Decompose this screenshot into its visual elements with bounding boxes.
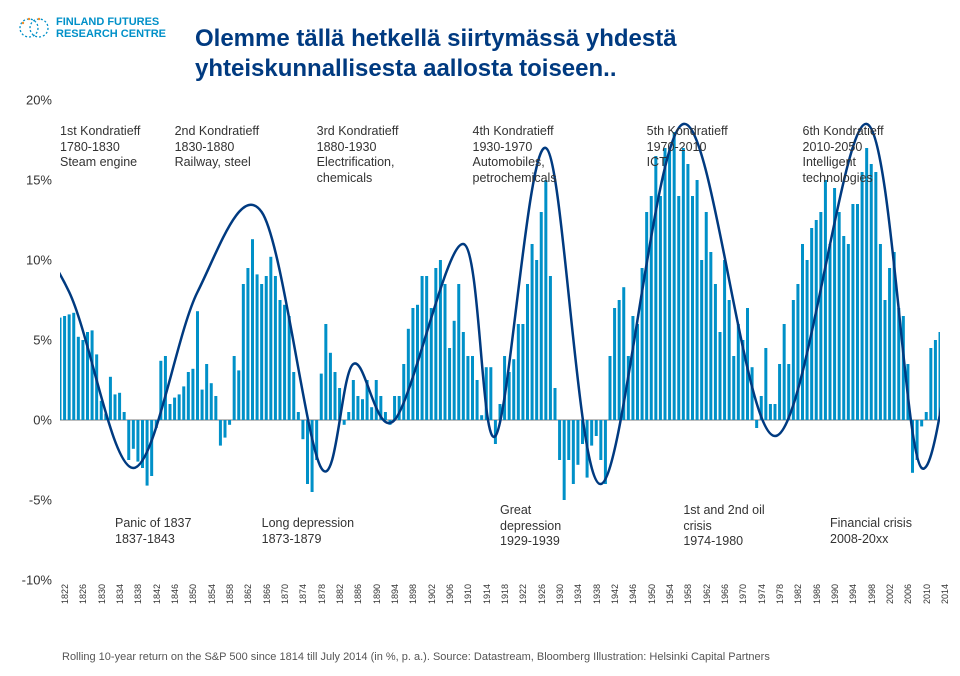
y-tick: -5%	[12, 493, 52, 508]
y-tick: 20%	[12, 93, 52, 108]
logo-mark	[18, 12, 50, 44]
x-tick: 1842	[152, 584, 162, 604]
logo-text: FINLAND FUTURES RESEARCH CENTRE	[56, 16, 166, 40]
x-tick: 1974	[757, 584, 767, 604]
x-tick: 1966	[720, 584, 730, 604]
x-tick: 1878	[317, 584, 327, 604]
source-caption: Rolling 10-year return on the S&P 500 si…	[62, 650, 912, 664]
x-tick: 1890	[372, 584, 382, 604]
x-tick: 1954	[665, 584, 675, 604]
x-tick: 1830	[97, 584, 107, 604]
wave-label: 4th Kondratieff1930-1970Automobiles,petr…	[473, 124, 557, 187]
wave-label: 2nd Kondratieff1830-1880Railway, steel	[175, 124, 260, 171]
x-tick: 1902	[427, 584, 437, 604]
x-tick: 1874	[298, 584, 308, 604]
x-tick: 1834	[115, 584, 125, 604]
x-tick: 1958	[683, 584, 693, 604]
x-tick: 1822	[60, 584, 70, 604]
x-tick: 1934	[573, 584, 583, 604]
page-title: Olemme tällä hetkellä siirtymässä yhdest…	[195, 24, 895, 84]
x-tick: 1946	[628, 584, 638, 604]
x-tick: 1962	[702, 584, 712, 604]
x-tick: 1914	[482, 584, 492, 604]
x-tick: 1898	[408, 584, 418, 604]
x-tick: 1886	[353, 584, 363, 604]
x-tick: 1918	[500, 584, 510, 604]
x-tick: 1970	[738, 584, 748, 604]
x-tick: 1906	[445, 584, 455, 604]
x-tick: 1862	[243, 584, 253, 604]
x-tick: 1938	[592, 584, 602, 604]
x-tick: 1846	[170, 584, 180, 604]
x-tick: 1858	[225, 584, 235, 604]
y-tick: 15%	[12, 173, 52, 188]
wave-label: 3rd Kondratieff1880-1930Electrification,…	[317, 124, 399, 187]
crisis-label: 1st and 2nd oilcrisis1974-1980	[683, 503, 764, 550]
x-tick: 1850	[188, 584, 198, 604]
x-tick: 1978	[775, 584, 785, 604]
y-tick: 10%	[12, 253, 52, 268]
wave-label: 1st Kondratieff1780-1830Steam engine	[60, 124, 140, 171]
wave-label: 5th Kondratieff1970-2010ICT	[647, 124, 728, 171]
x-tick: 2014	[940, 584, 950, 604]
y-tick: -10%	[12, 573, 52, 588]
x-tick: 1950	[647, 584, 657, 604]
x-tick: 1910	[463, 584, 473, 604]
x-tick: 2006	[903, 584, 913, 604]
x-tick: 1894	[390, 584, 400, 604]
kondratieff-chart: -10%-5%0%5%10%15%20%18221826183018341838…	[60, 100, 940, 580]
y-tick: 5%	[12, 333, 52, 348]
x-tick: 1870	[280, 584, 290, 604]
x-tick: 1866	[262, 584, 272, 604]
x-tick: 1998	[867, 584, 877, 604]
logo: FINLAND FUTURES RESEARCH CENTRE	[18, 12, 166, 44]
x-tick: 1942	[610, 584, 620, 604]
crisis-label: Long depression1873-1879	[262, 516, 354, 547]
x-tick: 1994	[848, 584, 858, 604]
x-tick: 1990	[830, 584, 840, 604]
x-tick: 1826	[78, 584, 88, 604]
crisis-label: Financial crisis2008-20xx	[830, 516, 912, 547]
x-tick: 1926	[537, 584, 547, 604]
x-tick: 2010	[922, 584, 932, 604]
x-tick: 1930	[555, 584, 565, 604]
crisis-label: Panic of 18371837-1843	[115, 516, 191, 547]
x-tick: 1854	[207, 584, 217, 604]
x-tick: 1838	[133, 584, 143, 604]
y-tick: 0%	[12, 413, 52, 428]
x-tick: 1882	[335, 584, 345, 604]
x-tick: 1982	[793, 584, 803, 604]
x-tick: 1922	[518, 584, 528, 604]
crisis-label: Greatdepression1929-1939	[500, 503, 561, 550]
wave-label: 6th Kondratieff2010-2050Intelligenttechn…	[803, 124, 884, 187]
x-tick: 2002	[885, 584, 895, 604]
x-tick: 1986	[812, 584, 822, 604]
